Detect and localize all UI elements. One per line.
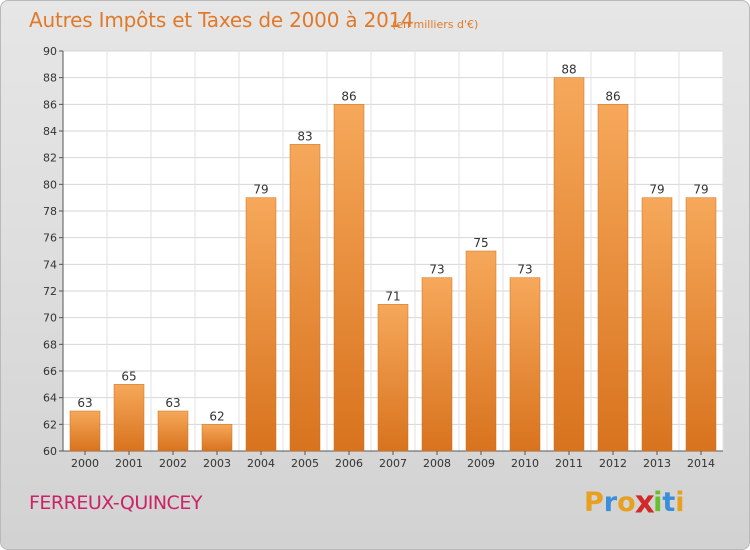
bar	[113, 384, 145, 452]
y-tick-label: 78	[43, 205, 57, 218]
x-tick-label: 2004	[247, 457, 275, 470]
x-tick-label: 2001	[115, 457, 143, 470]
y-tick-label: 60	[43, 445, 57, 458]
x-tick-label: 2005	[291, 457, 319, 470]
bar-value-label: 71	[385, 289, 400, 303]
commune-name: FERREUX-QUINCEY	[29, 492, 202, 514]
logo-letter: i	[653, 487, 663, 518]
bar-value-label: 65	[121, 369, 136, 383]
bar	[333, 104, 365, 452]
logo-letter: r	[603, 487, 618, 518]
proxiti-logo: Proxiti	[584, 484, 685, 521]
bar-value-label: 62	[209, 409, 224, 423]
bar-value-label: 83	[297, 129, 312, 143]
x-tick-label: 2012	[599, 457, 627, 470]
bar-value-label: 79	[649, 183, 664, 197]
bar-value-label: 86	[605, 89, 620, 103]
y-tick-label: 70	[43, 312, 57, 325]
bar-value-label: 75	[473, 236, 488, 250]
y-tick-label: 82	[43, 152, 57, 165]
y-tick-label: 72	[43, 285, 57, 298]
y-tick-label: 90	[43, 45, 57, 58]
bar	[685, 197, 717, 452]
bar-value-label: 88	[561, 63, 576, 77]
x-tick-label: 2002	[159, 457, 187, 470]
x-tick-label: 2003	[203, 457, 231, 470]
y-tick-label: 88	[43, 72, 57, 85]
y-tick-label: 62	[43, 418, 57, 431]
bar	[201, 424, 233, 452]
chart-subtitle: (en milliers d'€)	[392, 18, 479, 31]
bar-value-label: 86	[341, 89, 356, 103]
y-tick-label: 74	[43, 258, 57, 271]
y-tick-label: 84	[43, 125, 57, 138]
x-tick-label: 2013	[643, 457, 671, 470]
bar	[289, 144, 321, 452]
bar	[597, 104, 629, 452]
bar	[641, 197, 673, 452]
x-tick-label: 2008	[423, 457, 451, 470]
bar-value-label: 63	[77, 396, 92, 410]
logo-letter: o	[617, 487, 636, 518]
y-tick-label: 66	[43, 365, 57, 378]
y-tick-label: 76	[43, 232, 57, 245]
logo-letter: P	[584, 487, 604, 518]
x-tick-label: 2000	[71, 457, 99, 470]
x-tick-label: 2014	[687, 457, 715, 470]
bar	[509, 277, 541, 452]
x-tick-label: 2010	[511, 457, 539, 470]
logo-letter: x	[634, 484, 655, 521]
y-tick-label: 80	[43, 178, 57, 191]
bar	[245, 197, 277, 452]
bar-value-label: 73	[429, 263, 444, 277]
bar	[157, 410, 189, 452]
bar	[421, 277, 453, 452]
y-tick-label: 68	[43, 338, 57, 351]
y-tick-label: 86	[43, 98, 57, 111]
bar	[553, 77, 585, 452]
bar-value-label: 79	[693, 183, 708, 197]
chart-title: Autres Impôts et Taxes de 2000 à 2014	[29, 8, 414, 32]
bar	[69, 410, 101, 452]
y-tick-label: 64	[43, 392, 57, 405]
x-tick-label: 2009	[467, 457, 495, 470]
bar	[377, 304, 409, 452]
x-tick-label: 2006	[335, 457, 363, 470]
bar-value-label: 63	[165, 396, 180, 410]
x-tick-label: 2007	[379, 457, 407, 470]
logo-letter: t	[662, 487, 676, 518]
bar-value-label: 73	[517, 263, 532, 277]
bar	[465, 250, 497, 452]
x-tick-label: 2011	[555, 457, 583, 470]
logo-letter: i	[675, 487, 685, 518]
bar-value-label: 79	[253, 183, 268, 197]
